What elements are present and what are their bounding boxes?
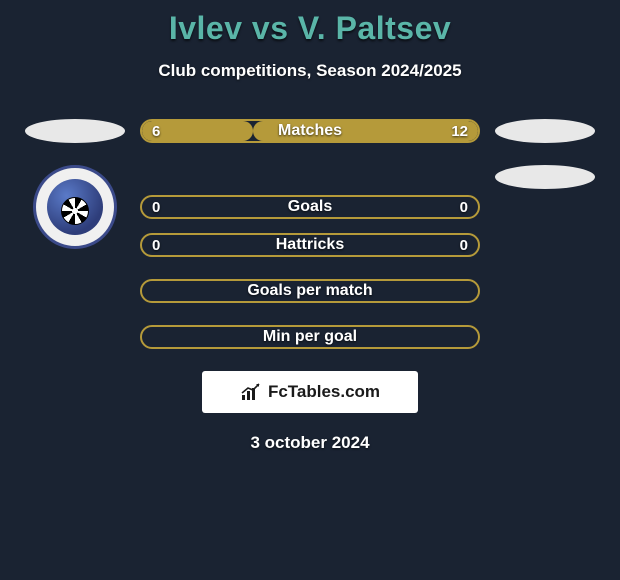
right-player-photo bbox=[490, 119, 600, 143]
brand-text: FcTables.com bbox=[268, 382, 380, 402]
chart-icon bbox=[240, 383, 262, 401]
club-badge-icon bbox=[33, 165, 117, 249]
avatar-placeholder bbox=[495, 119, 595, 143]
stat-label: Goals per match bbox=[142, 281, 478, 301]
left-player-photo bbox=[20, 119, 130, 143]
stat-label: Min per goal bbox=[142, 327, 478, 347]
stat-row: Min per goal bbox=[0, 325, 620, 349]
stat-bar: 6 Matches 12 bbox=[140, 119, 480, 143]
stat-label: Goals bbox=[142, 197, 478, 217]
comparison-card: Ivlev vs V. Paltsev Club competitions, S… bbox=[0, 0, 620, 580]
subtitle: Club competitions, Season 2024/2025 bbox=[0, 61, 620, 81]
date-label: 3 october 2024 bbox=[0, 433, 620, 453]
stat-row: Goals per match bbox=[0, 279, 620, 303]
brand-badge: FcTables.com bbox=[202, 371, 418, 413]
avatar-placeholder bbox=[495, 165, 595, 189]
stat-bar: 0 Goals 0 bbox=[140, 195, 480, 219]
stat-right-value: 0 bbox=[460, 235, 468, 255]
stat-right-value: 12 bbox=[451, 121, 468, 141]
stats-area: 6 Matches 12 0 Goals 0 bbox=[0, 119, 620, 349]
stat-right-value: 0 bbox=[460, 197, 468, 217]
stat-label: Matches bbox=[142, 121, 478, 141]
stat-bar: Goals per match bbox=[140, 279, 480, 303]
right-club-badge bbox=[490, 165, 600, 249]
stat-row: 6 Matches 12 bbox=[0, 119, 620, 143]
stat-bar: 0 Hattricks 0 bbox=[140, 233, 480, 257]
stat-label: Hattricks bbox=[142, 235, 478, 255]
avatar-placeholder bbox=[25, 119, 125, 143]
page-title: Ivlev vs V. Paltsev bbox=[0, 0, 620, 47]
stat-bar: Min per goal bbox=[140, 325, 480, 349]
left-club-badge bbox=[20, 165, 130, 249]
